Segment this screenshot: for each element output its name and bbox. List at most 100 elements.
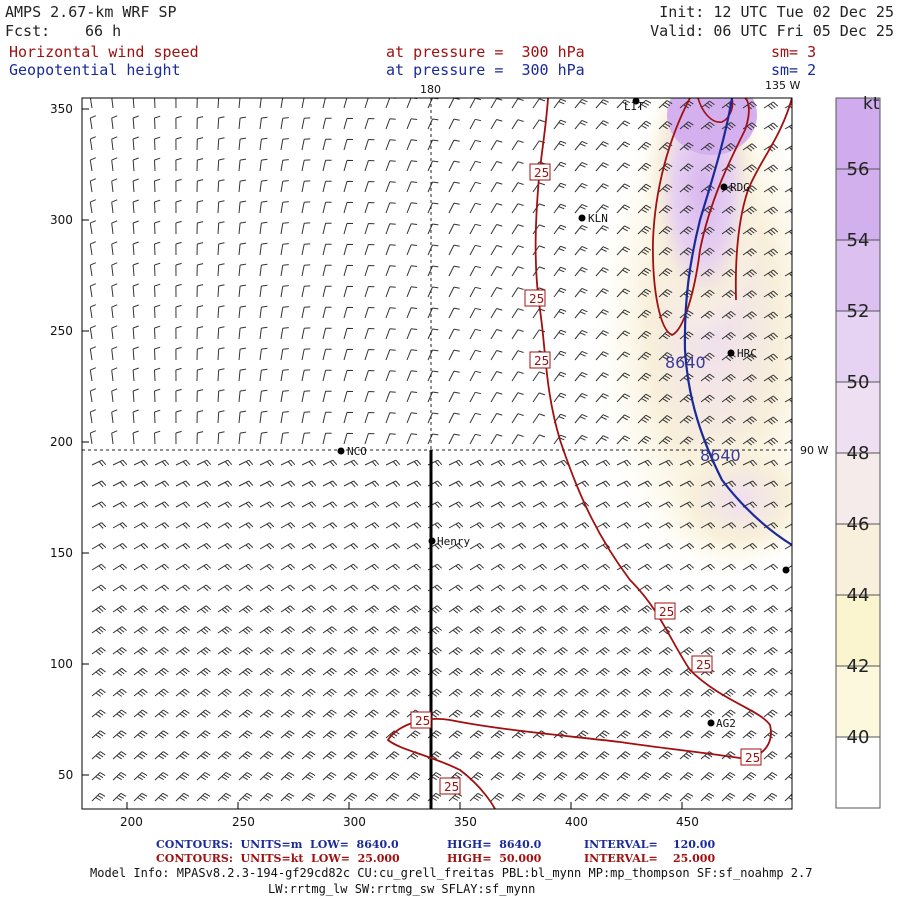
wind-barb [259, 772, 274, 781]
wind-barb [553, 266, 567, 277]
wind-barb [469, 223, 482, 235]
wind-barb [238, 98, 241, 109]
wind-barb [679, 121, 694, 130]
wind-barb [616, 351, 631, 361]
wind-barb [700, 730, 715, 739]
wind-barb [595, 688, 610, 697]
wind-barb [364, 480, 380, 488]
wind-barb [679, 205, 694, 214]
wind-barb [553, 140, 567, 151]
wind-barb [658, 792, 673, 802]
wind-barb [322, 285, 332, 298]
wind-barb [427, 605, 442, 614]
wind-barb [427, 265, 439, 277]
svg-text:25: 25 [534, 166, 549, 180]
colorbar-label-40: 40 [847, 727, 870, 748]
wind-barb [259, 480, 275, 488]
wind-barb [490, 751, 505, 760]
wind-barb [196, 116, 204, 130]
wind-barb [133, 501, 149, 508]
wind-barb [490, 434, 503, 445]
wind-barb [112, 584, 128, 592]
wind-barb [679, 163, 694, 172]
wind-barb [637, 204, 652, 214]
wind-barb [784, 731, 792, 739]
wind-barb [196, 709, 211, 718]
wind-barb [637, 792, 652, 802]
wind-barb [406, 772, 421, 781]
wind-barb [784, 585, 792, 592]
station-edge-dot [782, 566, 790, 574]
wind-barb [784, 710, 792, 718]
wind-barb [595, 772, 610, 781]
wind-barb [679, 373, 694, 382]
wind-barb [532, 266, 546, 277]
wind-barb [616, 309, 631, 319]
wind-barb [322, 201, 332, 214]
wind-barb [301, 390, 311, 403]
wind-barb [469, 139, 482, 151]
height-label-1: 8640 [665, 353, 706, 372]
wind-barb [532, 203, 546, 214]
wind-barb [574, 119, 588, 130]
wind-barb [616, 183, 631, 193]
wind-label-8: 25 [439, 777, 461, 795]
wind-barb [259, 179, 268, 193]
wind-barb [259, 751, 274, 760]
wind-barb [553, 119, 567, 130]
wind-barb [111, 220, 118, 235]
wind-barb [784, 793, 792, 802]
wind-barb [679, 772, 694, 781]
wind-barb [427, 139, 439, 151]
wind-barb [616, 141, 631, 151]
wind-barb [742, 522, 758, 529]
wind-barb [532, 563, 548, 571]
wind-barb [448, 792, 463, 802]
wind-barb [175, 367, 182, 382]
wind-barb [679, 563, 695, 571]
station-ag2-label: AG2 [716, 717, 736, 730]
wind-barb [322, 243, 332, 256]
wind-barb [132, 115, 139, 130]
wind-barb [217, 116, 225, 130]
wind-barb [784, 292, 792, 298]
wind-barb [406, 370, 418, 382]
wind-barb [175, 304, 182, 319]
wind-barb [742, 626, 757, 635]
wind-barb [385, 433, 396, 445]
wind-barb [111, 98, 114, 109]
wind-barb [133, 751, 148, 760]
wind-barb [343, 792, 358, 802]
wind-barb [89, 388, 96, 403]
wind-barb [532, 98, 546, 109]
wind-barb [553, 751, 568, 760]
wind-barb [511, 140, 524, 151]
wind-barb [448, 542, 464, 550]
wind-barb [91, 459, 107, 467]
wind-barb [511, 688, 526, 697]
forecast-hour: 66 h [85, 22, 122, 40]
station-hrc-dot [727, 349, 735, 357]
wind-barb [784, 187, 792, 193]
wind-barb [637, 162, 652, 172]
wind-barb [616, 792, 631, 802]
wind-barb [301, 563, 317, 571]
wind-barb [259, 709, 274, 718]
wind-barb [132, 325, 139, 340]
wind-barb [448, 605, 463, 614]
wind-barb [721, 501, 737, 508]
wind-barb [217, 98, 220, 109]
wind-barb [259, 501, 275, 508]
wind-barb [280, 117, 289, 130]
wind-barb [490, 605, 505, 614]
wind-barb [658, 459, 674, 467]
wind-barb [679, 247, 694, 256]
wind-barb [490, 161, 503, 172]
wind-barb [553, 647, 568, 656]
wind-barb [175, 688, 190, 697]
wind-barb [448, 160, 460, 172]
wind-barb [700, 394, 715, 403]
wind-barb [469, 542, 485, 550]
wind-barb [89, 325, 96, 340]
wind-barb [259, 563, 275, 571]
